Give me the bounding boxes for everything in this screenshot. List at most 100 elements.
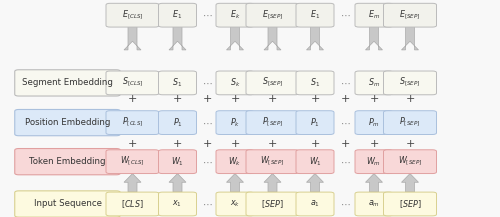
Text: +: +: [230, 139, 239, 149]
FancyBboxPatch shape: [246, 71, 299, 95]
Text: $P_m$: $P_m$: [368, 116, 380, 129]
FancyBboxPatch shape: [106, 150, 159, 174]
Text: $S_k$: $S_k$: [230, 77, 240, 89]
Text: +: +: [310, 139, 320, 149]
Polygon shape: [226, 174, 244, 192]
Text: $E_1$: $E_1$: [310, 9, 320, 21]
FancyBboxPatch shape: [384, 192, 436, 216]
Text: +: +: [268, 94, 277, 104]
Text: +: +: [128, 139, 137, 149]
Text: $S_1$: $S_1$: [172, 77, 182, 89]
Text: $W_{[SEP]}$: $W_{[SEP]}$: [398, 155, 422, 168]
FancyBboxPatch shape: [158, 192, 196, 216]
Polygon shape: [169, 26, 186, 50]
FancyBboxPatch shape: [355, 3, 393, 27]
Polygon shape: [264, 174, 281, 192]
FancyBboxPatch shape: [106, 192, 159, 216]
Text: $S_{[SEP]}$: $S_{[SEP]}$: [262, 76, 283, 89]
FancyBboxPatch shape: [246, 150, 299, 174]
FancyBboxPatch shape: [296, 71, 334, 95]
Text: $P_1$: $P_1$: [172, 116, 182, 129]
Text: $x_k$: $x_k$: [230, 199, 240, 209]
Polygon shape: [366, 26, 382, 50]
FancyBboxPatch shape: [384, 3, 436, 27]
Text: +: +: [173, 139, 182, 149]
Polygon shape: [169, 174, 186, 192]
Text: $\cdots$: $\cdots$: [202, 10, 213, 20]
Text: +: +: [370, 139, 378, 149]
FancyBboxPatch shape: [296, 192, 334, 216]
FancyBboxPatch shape: [384, 71, 436, 95]
Text: +: +: [173, 94, 182, 104]
FancyBboxPatch shape: [355, 150, 393, 174]
Text: $E_m$: $E_m$: [368, 9, 380, 21]
Text: Segment Embedding: Segment Embedding: [22, 78, 113, 87]
FancyBboxPatch shape: [355, 192, 393, 216]
Text: +: +: [340, 139, 349, 149]
Text: $[SEP]$: $[SEP]$: [398, 198, 421, 210]
FancyBboxPatch shape: [384, 111, 436, 135]
FancyBboxPatch shape: [296, 150, 334, 174]
Text: $\cdots$: $\cdots$: [340, 78, 350, 88]
FancyBboxPatch shape: [246, 111, 299, 135]
Text: $S_{[SEP]}$: $S_{[SEP]}$: [399, 76, 421, 89]
Polygon shape: [402, 26, 418, 50]
Text: $P_k$: $P_k$: [230, 116, 240, 129]
Text: $E_{[CLS]}$: $E_{[CLS]}$: [122, 9, 144, 22]
FancyBboxPatch shape: [15, 109, 120, 136]
Polygon shape: [124, 26, 141, 50]
FancyBboxPatch shape: [15, 191, 120, 217]
FancyBboxPatch shape: [216, 192, 254, 216]
Text: $\cdots$: $\cdots$: [202, 118, 213, 128]
Text: $P_{[CLS]}$: $P_{[CLS]}$: [122, 116, 143, 129]
Text: $S_m$: $S_m$: [368, 77, 380, 89]
Text: +: +: [340, 94, 349, 104]
Text: +: +: [128, 94, 137, 104]
Text: $W_{[CLS]}$: $W_{[CLS]}$: [120, 155, 144, 168]
Text: Token Embedding: Token Embedding: [29, 157, 106, 166]
FancyBboxPatch shape: [106, 111, 159, 135]
Text: $\cdots$: $\cdots$: [340, 10, 350, 20]
Polygon shape: [402, 174, 418, 192]
Text: $S_1$: $S_1$: [310, 77, 320, 89]
Text: $E_k$: $E_k$: [230, 9, 240, 21]
Text: $x_1$: $x_1$: [172, 199, 182, 209]
Text: +: +: [203, 139, 212, 149]
Text: +: +: [406, 139, 414, 149]
Text: $W_1$: $W_1$: [171, 155, 184, 168]
Text: +: +: [370, 94, 378, 104]
Text: Position Embedding: Position Embedding: [25, 118, 110, 127]
FancyBboxPatch shape: [15, 70, 120, 96]
Text: $\cdots$: $\cdots$: [340, 118, 350, 128]
Polygon shape: [306, 174, 324, 192]
Text: $E_{[SEP]}$: $E_{[SEP]}$: [400, 9, 420, 22]
Text: $S_{[CLS]}$: $S_{[CLS]}$: [122, 76, 144, 89]
FancyBboxPatch shape: [296, 3, 334, 27]
Text: +: +: [203, 94, 212, 104]
Text: $W_1$: $W_1$: [308, 155, 322, 168]
FancyBboxPatch shape: [158, 150, 196, 174]
Polygon shape: [366, 174, 382, 192]
Text: Input Sequence: Input Sequence: [34, 199, 102, 209]
FancyBboxPatch shape: [216, 3, 254, 27]
Text: $\cdots$: $\cdots$: [202, 78, 213, 88]
Text: +: +: [268, 139, 277, 149]
Polygon shape: [124, 174, 141, 192]
Text: +: +: [230, 94, 239, 104]
Text: $P_1$: $P_1$: [310, 116, 320, 129]
Text: $\cdots$: $\cdots$: [340, 199, 350, 209]
FancyBboxPatch shape: [384, 150, 436, 174]
Text: +: +: [406, 94, 414, 104]
FancyBboxPatch shape: [158, 3, 196, 27]
FancyBboxPatch shape: [216, 150, 254, 174]
Text: $W_k$: $W_k$: [228, 155, 241, 168]
FancyBboxPatch shape: [15, 148, 120, 175]
Polygon shape: [264, 26, 281, 50]
Text: $[CLS]$: $[CLS]$: [121, 198, 144, 210]
Text: $W_{[SEP]}$: $W_{[SEP]}$: [260, 155, 284, 168]
FancyBboxPatch shape: [246, 3, 299, 27]
Text: $E_{[SEP]}$: $E_{[SEP]}$: [262, 9, 283, 22]
FancyBboxPatch shape: [355, 111, 393, 135]
Text: $P_{[SEP]}$: $P_{[SEP]}$: [262, 116, 283, 129]
FancyBboxPatch shape: [158, 71, 196, 95]
